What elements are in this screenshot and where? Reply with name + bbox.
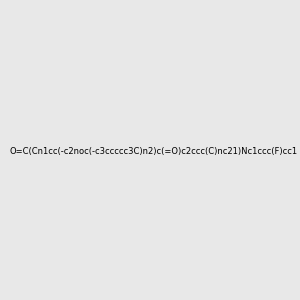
Text: O=C(Cn1cc(-c2noc(-c3ccccc3C)n2)c(=O)c2ccc(C)nc21)Nc1ccc(F)cc1: O=C(Cn1cc(-c2noc(-c3ccccc3C)n2)c(=O)c2cc… [10,147,298,156]
